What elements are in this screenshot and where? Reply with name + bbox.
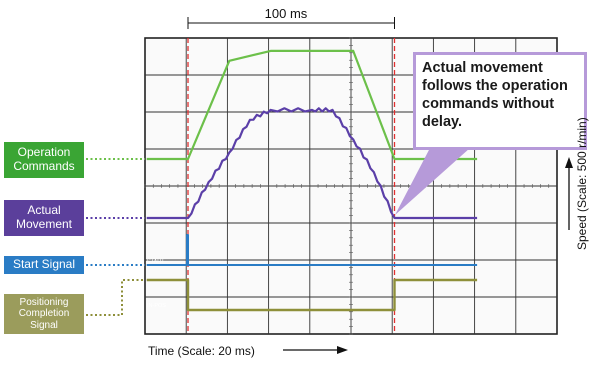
callout-text: Actual movement follows the operation co… (416, 55, 584, 147)
time-axis-caption: Time (Scale: 20 ms) (148, 344, 255, 358)
callout-box: Actual movement follows the operation co… (413, 52, 587, 150)
signal-traces (146, 49, 478, 312)
start-signal-trace (146, 234, 478, 266)
in-pos-trace-tag: IN-POS (147, 303, 166, 309)
time-arrow-head (337, 346, 348, 354)
positioning-completion-connector (86, 279, 145, 316)
actual-movement-label: Actual Movement (4, 200, 84, 236)
time-markers (187, 17, 396, 334)
duration-label: 100 ms (264, 6, 308, 21)
positioning-completion-trace (146, 278, 478, 312)
operation-commands-trace (146, 49, 478, 161)
chart-annotations: START IN-POS (147, 148, 573, 354)
speed-axis-caption: Speed (Scale: 500 r/min) (575, 117, 589, 250)
start-trace-tag: START (147, 259, 165, 265)
callout-pointer (395, 148, 470, 215)
positioning-completion-label: Positioning Completion Signal (4, 294, 84, 334)
speed-arrow-head (565, 157, 573, 168)
actual-movement-trace (146, 107, 478, 220)
label-connectors (86, 158, 145, 316)
operation-commands-label: Operation Commands (4, 142, 84, 178)
start-signal-label: Start Signal (4, 256, 84, 274)
